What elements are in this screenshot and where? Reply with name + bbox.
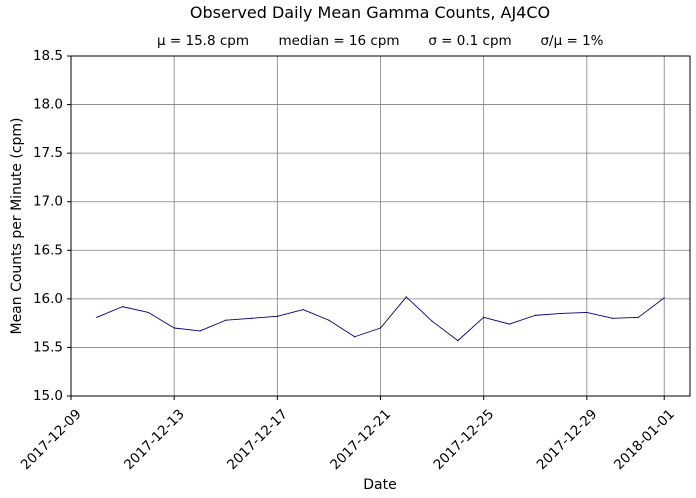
data-point bbox=[379, 327, 382, 329]
data-point bbox=[354, 336, 356, 338]
data-point bbox=[560, 312, 562, 315]
data-point bbox=[405, 296, 407, 298]
data-point bbox=[586, 311, 588, 314]
series-layer bbox=[96, 296, 665, 342]
y-tick-label: 18.5 bbox=[33, 48, 63, 64]
y-tick-label: 18.0 bbox=[33, 97, 63, 113]
y-tick-label: 17.0 bbox=[33, 194, 63, 210]
y-tick-label: 15.5 bbox=[33, 339, 63, 355]
data-point bbox=[147, 311, 149, 314]
data-point bbox=[612, 317, 614, 319]
data-point bbox=[225, 319, 227, 321]
subtitle-mean: μ = 15.8 cpm bbox=[157, 33, 249, 49]
data-point bbox=[508, 323, 511, 325]
data-point bbox=[637, 316, 640, 318]
subtitle-stdev: σ = 0.1 cpm bbox=[428, 33, 511, 49]
data-point bbox=[328, 319, 330, 321]
y-tick-label: 16.5 bbox=[33, 242, 63, 258]
data-point bbox=[121, 306, 124, 308]
chart-title: Observed Daily Mean Gamma Counts, AJ4CO bbox=[190, 3, 550, 22]
data-point bbox=[431, 320, 433, 322]
y-tick-label: 17.5 bbox=[33, 145, 63, 161]
data-point bbox=[276, 315, 278, 317]
y-axis-label: Mean Counts per Minute (cpm) bbox=[9, 117, 25, 334]
data-point bbox=[96, 316, 98, 318]
data-point bbox=[483, 316, 485, 318]
data-point bbox=[250, 317, 253, 319]
data-point bbox=[173, 327, 175, 329]
data-point bbox=[663, 297, 665, 299]
data-point bbox=[199, 330, 201, 332]
y-tick-label: 16.0 bbox=[33, 291, 63, 307]
subtitle-median: median = 16 cpm bbox=[278, 33, 399, 49]
y-tick-label: 15.0 bbox=[33, 388, 63, 404]
data-point bbox=[534, 314, 536, 316]
data-point bbox=[302, 308, 304, 311]
x-axis-label: Date bbox=[363, 477, 396, 493]
subtitle-cv: σ/μ = 1% bbox=[540, 33, 603, 49]
data-point bbox=[457, 340, 459, 342]
